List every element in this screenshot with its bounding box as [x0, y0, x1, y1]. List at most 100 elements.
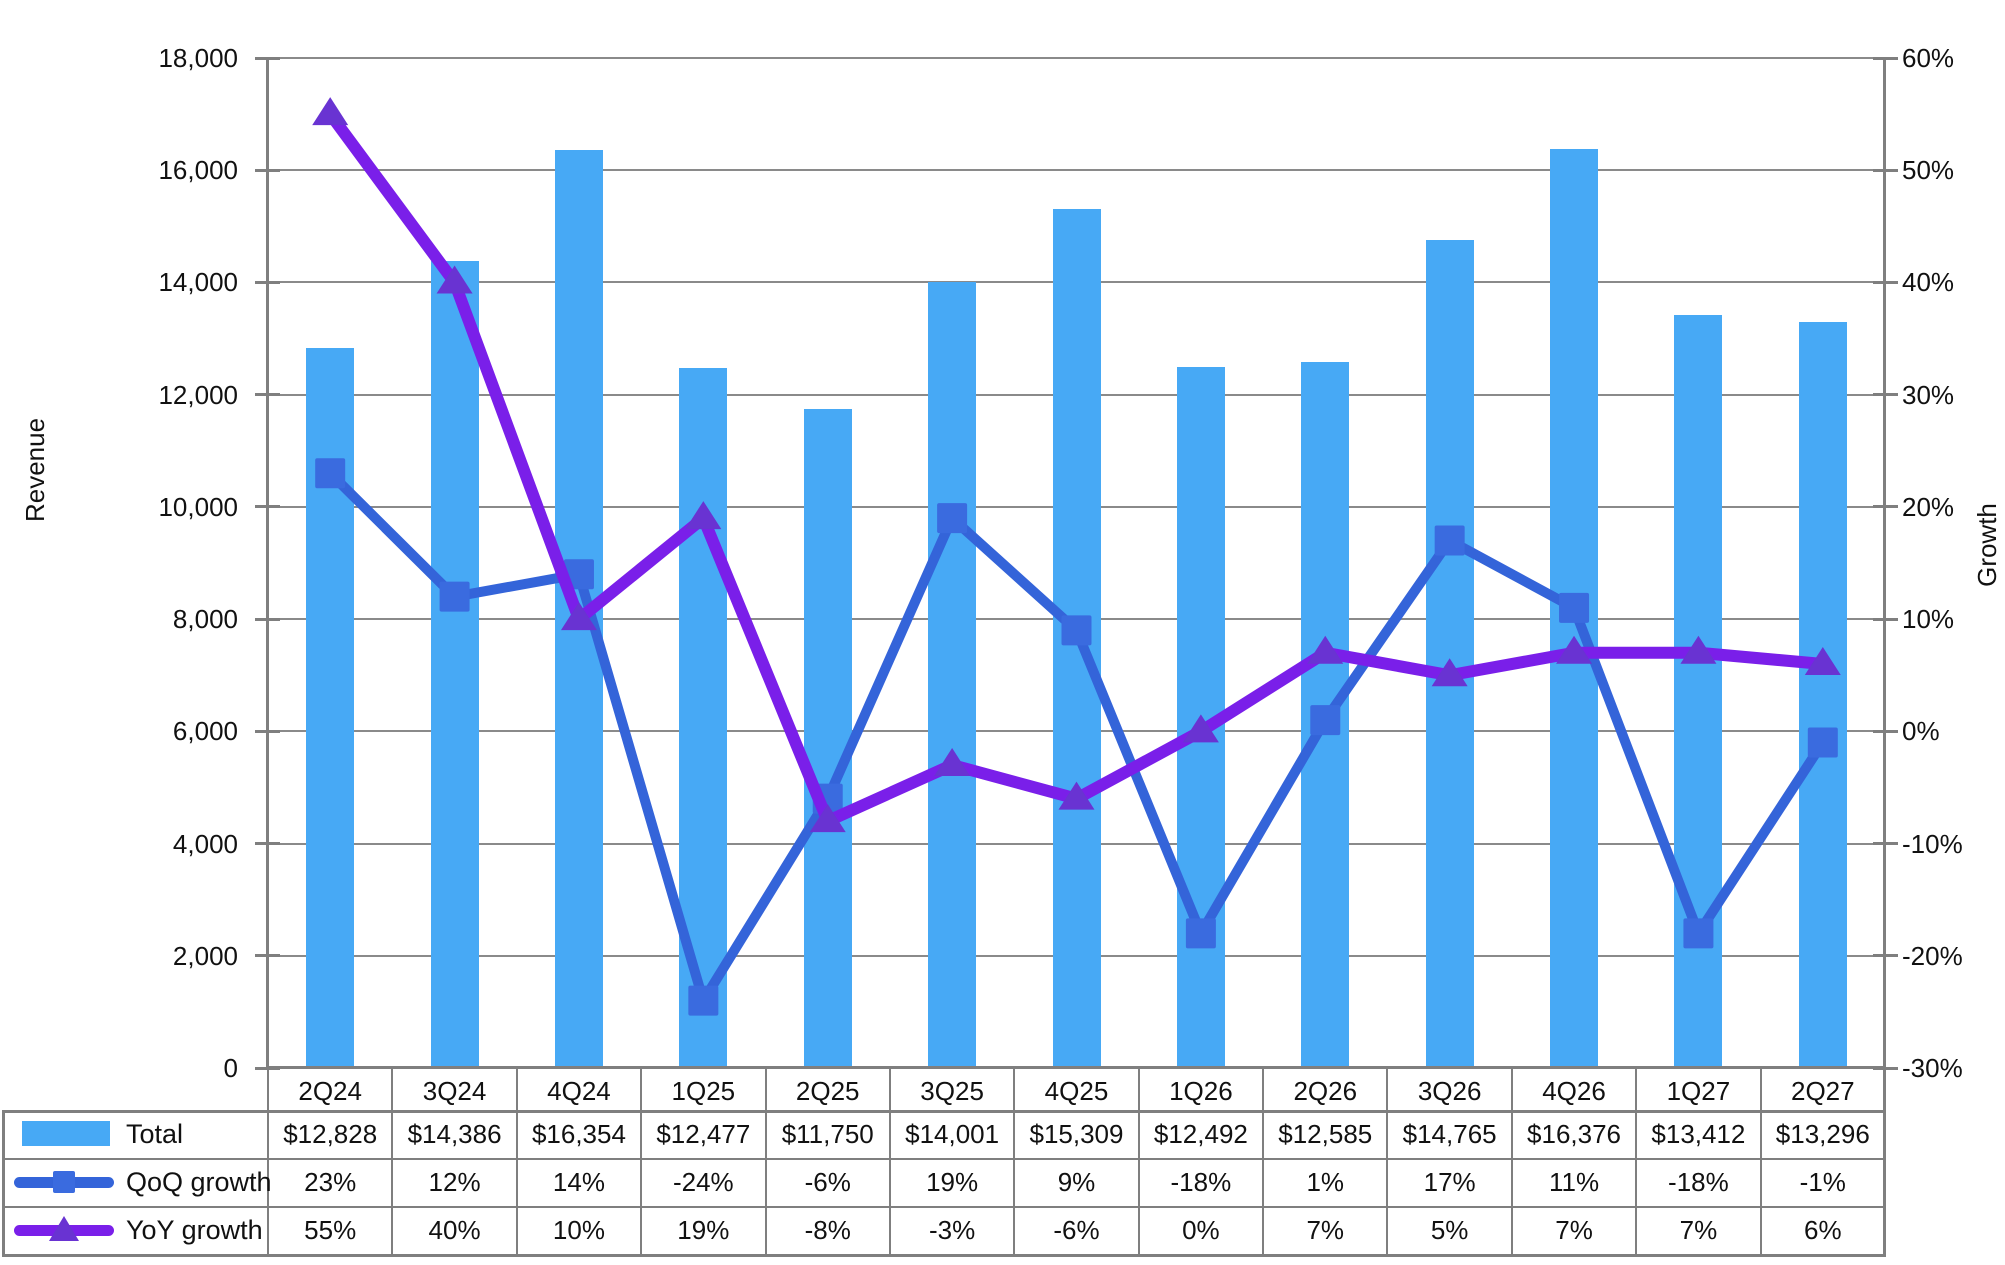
category-label: 4Q25 — [1044, 1076, 1109, 1106]
table-value-cell: 40% — [428, 1214, 481, 1245]
table-column-separator — [1137, 1068, 1140, 1254]
category-label: 1Q27 — [1666, 1076, 1731, 1106]
right-tick-label: -20% — [1902, 940, 1963, 971]
category-label: 1Q25 — [671, 1076, 736, 1106]
table-value-cell: $13,412 — [1651, 1118, 1746, 1149]
left-tick-label: 18,000 — [158, 43, 238, 73]
line-swatch — [14, 1167, 114, 1197]
right-tick-label: 10% — [1902, 604, 1955, 635]
right-tick-label: -30% — [1902, 1053, 1963, 1083]
table-column-separator — [515, 1068, 518, 1254]
table-column-separator — [391, 1068, 394, 1254]
table-value-cell: 5% — [1430, 1214, 1469, 1245]
category-label: 4Q26 — [1542, 1076, 1606, 1106]
right-tick-label: 0% — [1902, 716, 1940, 747]
line-swatch — [14, 1215, 114, 1245]
category-label: 1Q26 — [1169, 1076, 1233, 1106]
table-value-cell: $12,585 — [1278, 1118, 1373, 1149]
qoq-growth-marker — [1559, 592, 1590, 623]
table-value-cell: $11,750 — [781, 1118, 874, 1149]
table-column-separator — [1262, 1068, 1265, 1254]
line-series-layer — [312, 97, 1841, 1016]
table-value-cell: $14,765 — [1402, 1118, 1497, 1149]
yoy-growth-marker — [312, 97, 349, 126]
table-row-separator — [2, 1206, 1886, 1208]
right-tick-label: 20% — [1902, 491, 1955, 522]
table-value-cell: -24% — [672, 1166, 734, 1197]
qoq-growth-marker — [1185, 918, 1216, 949]
table-value-cell: 19% — [926, 1166, 979, 1197]
table-column-separator — [1635, 1068, 1638, 1254]
revenue-bar — [430, 260, 479, 1068]
triangle-marker-swatch — [49, 1216, 79, 1241]
left-tick-label: 14,000 — [158, 267, 238, 298]
yoy-growth-marker — [1182, 714, 1219, 743]
table-value-cell: $12,477 — [656, 1118, 751, 1149]
qoq-growth-marker — [315, 458, 346, 489]
right-axis-line — [1883, 58, 1886, 1257]
qoq-growth-marker — [1807, 727, 1838, 758]
table-value-cell: $12,828 — [283, 1118, 378, 1149]
revenue-bar — [1425, 239, 1474, 1068]
yoy-growth-marker — [685, 501, 722, 530]
table-value-cell: 10% — [552, 1214, 605, 1245]
table-value-cell: 7% — [1679, 1214, 1718, 1245]
legend-row-qoq: QoQ growth — [14, 1158, 272, 1206]
legend-label: YoY growth — [126, 1214, 263, 1245]
grid-line — [268, 169, 1885, 172]
qoq-growth-marker — [1061, 615, 1092, 646]
x-axis-line — [266, 1066, 1886, 1069]
table-value-cell: 7% — [1555, 1214, 1593, 1245]
table-column-separator — [764, 1068, 767, 1254]
left-tick-label: 4,000 — [172, 828, 238, 859]
left-tick-label: 16,000 — [158, 155, 238, 186]
revenue-bar — [803, 408, 852, 1068]
right-tick-label: 50% — [1902, 155, 1955, 186]
legend-label: QoQ growth — [126, 1166, 272, 1197]
table-value-cell: -18% — [1170, 1166, 1232, 1197]
table-value-cell: 23% — [304, 1166, 357, 1197]
table-row-separator — [2, 1110, 1886, 1113]
table-value-cell: 1% — [1306, 1166, 1345, 1197]
table-value-cell: $16,376 — [1527, 1118, 1622, 1149]
table-value-cell: 55% — [304, 1214, 357, 1245]
bar-swatch — [14, 1119, 114, 1149]
table-column-separator — [1884, 1068, 1886, 1254]
table-value-cell: 14% — [552, 1166, 605, 1197]
qoq-growth-marker — [1310, 705, 1341, 736]
table-value-cell: $12,492 — [1153, 1118, 1248, 1149]
yoy-growth-marker — [934, 748, 971, 776]
yoy-growth-marker — [1307, 635, 1344, 664]
grid-line — [268, 57, 1885, 59]
yoy-growth-marker — [1058, 781, 1095, 810]
table-value-cell: 19% — [677, 1214, 730, 1245]
table-column-separator — [1510, 1068, 1513, 1254]
category-label: 2Q24 — [298, 1076, 362, 1106]
yoy-growth-marker — [1556, 635, 1593, 664]
table-value-cell: $14,386 — [407, 1118, 502, 1149]
table-value-cell: -6% — [804, 1166, 851, 1197]
legend-label: Total — [126, 1118, 184, 1149]
table-value-cell: $16,354 — [531, 1118, 626, 1149]
right-tick-label: 60% — [1902, 43, 1955, 73]
right-tick-label: 30% — [1902, 379, 1955, 410]
table-column-separator — [1759, 1068, 1762, 1254]
revenue-bar — [1798, 321, 1847, 1068]
square-marker-swatch — [53, 1171, 75, 1193]
table-value-cell: -8% — [804, 1214, 851, 1245]
table-value-cell: $13,296 — [1775, 1118, 1870, 1149]
revenue-bar — [928, 282, 977, 1068]
qoq-growth-marker — [688, 985, 719, 1016]
qoq-growth-marker — [1683, 918, 1714, 949]
table-value-cell: -6% — [1053, 1214, 1100, 1245]
left-tick-label: 2,000 — [172, 940, 238, 971]
yoy-growth-marker — [436, 265, 473, 294]
qoq-growth-marker — [937, 503, 968, 534]
table-value-cell: 0% — [1182, 1214, 1220, 1245]
left-axis-title: Revenue — [20, 417, 50, 523]
category-label: 3Q25 — [920, 1076, 984, 1106]
table-value-cell: -3% — [928, 1214, 976, 1245]
yoy-growth-marker — [1431, 658, 1468, 687]
category-label: 2Q26 — [1293, 1076, 1358, 1106]
category-label: 2Q27 — [1790, 1076, 1855, 1106]
